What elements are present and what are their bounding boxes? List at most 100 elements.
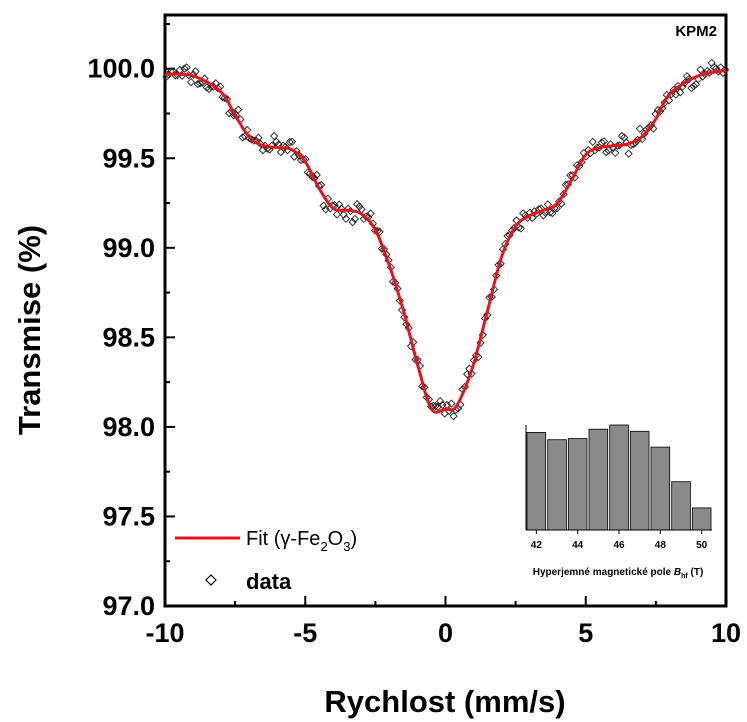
data-point [195, 79, 205, 88]
data-point [655, 107, 665, 116]
data-point [234, 105, 243, 114]
data-point [220, 93, 229, 103]
inset-histogram: 42 44 46 48 50 Hyperjemné magnetické pole Bh… [525, 424, 712, 580]
data-point [516, 224, 526, 233]
inset-tick-label: 50 [696, 540, 708, 551]
y-axis-title: Transmise (%) [12, 225, 47, 435]
inset-tick-label: 46 [613, 540, 625, 551]
data-point [676, 88, 685, 97]
data-point [225, 109, 234, 118]
data-point [162, 72, 171, 81]
data-point [602, 148, 611, 157]
y-tick-label: 98.0 [102, 412, 155, 442]
data-point [335, 200, 344, 209]
data-point [281, 142, 290, 151]
data-point [191, 67, 200, 76]
data-point [687, 84, 696, 93]
y-tick-label: 97.0 [102, 591, 155, 621]
inset-bar [567, 438, 588, 531]
inset-bars [526, 424, 712, 531]
x-tick-label: 10 [711, 618, 741, 648]
data-point [635, 124, 645, 133]
data-point [696, 65, 705, 74]
data-point [487, 292, 496, 302]
data-point [254, 133, 263, 142]
data-point [321, 205, 330, 214]
inset-bar [650, 446, 671, 531]
data-point [447, 399, 456, 408]
legend: Fit (γ-Fe2O3) data [175, 528, 357, 594]
data-point [332, 210, 342, 219]
data-point [689, 81, 698, 91]
data-point [483, 310, 492, 320]
data-point [604, 146, 613, 155]
data-point [339, 210, 348, 219]
data-point [312, 170, 321, 180]
data-point [721, 65, 730, 74]
data-point [245, 134, 254, 143]
data-point [193, 79, 202, 89]
data-point [658, 104, 667, 113]
inset-bar [547, 439, 567, 531]
sample-label: KPM2 [675, 23, 717, 40]
x-tick-label: 5 [578, 618, 593, 648]
data-point [180, 64, 189, 73]
inset-bar [526, 431, 547, 531]
y-tick-label: 98.5 [102, 322, 155, 352]
inset-tick-label: 42 [531, 540, 543, 551]
data-point [269, 131, 279, 141]
data-point [545, 208, 555, 217]
data-point [433, 402, 443, 411]
data-point [577, 158, 586, 167]
inset-bar [671, 481, 691, 531]
data-point [337, 204, 346, 213]
data-point [617, 131, 627, 141]
data-point [189, 70, 198, 79]
data-point [395, 296, 404, 305]
x-tick-label: -10 [145, 618, 184, 648]
x-tick-label: 0 [438, 618, 453, 648]
data-point [353, 199, 362, 209]
x-tick-label: -5 [293, 618, 317, 648]
y-tick-label: 100.0 [87, 54, 155, 84]
x-axis-title: Rychlost (mm/s) [324, 684, 565, 719]
data-point [411, 355, 420, 364]
inset-x-label: Hyperjemné magnetické pole Bhf (T) [533, 567, 704, 580]
data-point [599, 137, 609, 146]
data-point [238, 133, 247, 142]
inset-tick-label: 48 [655, 540, 667, 551]
data-points [162, 58, 730, 421]
data-point [267, 141, 277, 150]
data-point [287, 137, 297, 146]
data-point [350, 214, 360, 224]
data-point [566, 171, 575, 180]
data-point [611, 148, 620, 158]
inset-bar [691, 507, 712, 531]
data-point [319, 201, 328, 210]
data-point [202, 83, 211, 92]
data-point [588, 137, 597, 146]
data-point [182, 63, 191, 72]
inset-bar [629, 430, 650, 531]
data-point [622, 138, 631, 147]
data-point [449, 412, 458, 421]
data-point [575, 162, 584, 171]
fit-line [164, 69, 727, 414]
data-point [606, 140, 615, 149]
data-point [186, 78, 196, 87]
y-axis-ticks: 97.0 97.5 98.0 98.5 99.0 99.5 100.0 [87, 22, 175, 621]
x-axis-ticks: -10 -5 0 5 10 [145, 596, 741, 648]
legend-data-label: data [246, 569, 292, 594]
inset-x-ticks: 42 44 46 48 50 [531, 530, 708, 551]
y-tick-label: 99.0 [102, 233, 155, 263]
data-point [317, 180, 326, 190]
y-tick-label: 97.5 [102, 501, 155, 531]
inset-bar [609, 424, 629, 531]
legend-fit-label: Fit (γ-Fe2O3) [246, 528, 357, 554]
legend-data-marker [205, 574, 217, 586]
data-point [370, 226, 380, 235]
data-point [691, 80, 701, 89]
data-point [290, 152, 299, 161]
data-point [467, 369, 476, 378]
